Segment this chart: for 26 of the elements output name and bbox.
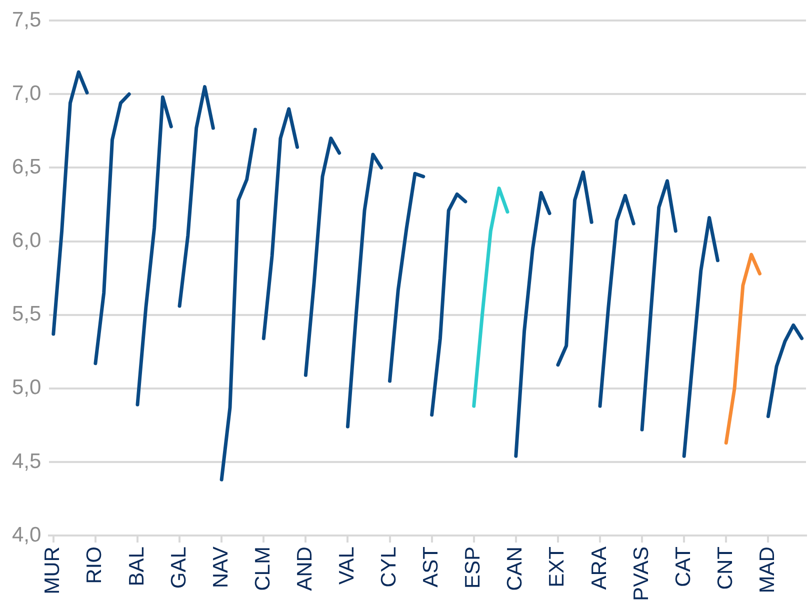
y-tick-label: 7,5 — [12, 8, 42, 32]
x-tick-label: AST — [420, 546, 443, 588]
x-tick-label: MAD — [756, 546, 779, 594]
y-tick-label: 7,0 — [12, 82, 42, 105]
x-tick-label: NAV — [209, 546, 232, 588]
x-tick-label: ARA — [588, 546, 611, 590]
y-tick-label: 6,0 — [12, 229, 42, 252]
y-tick-label: 4,0 — [12, 523, 42, 546]
x-tick-label: GAL — [167, 546, 190, 589]
x-tick-label: AND — [293, 546, 316, 591]
y-tick-label: 5,0 — [12, 376, 42, 400]
x-tick-label: CLM — [251, 546, 274, 591]
x-tick-label: RIO — [83, 546, 106, 584]
x-tick-label: PVAS — [630, 546, 653, 601]
x-tick-label: CNT — [714, 546, 737, 590]
x-tick-label: EXT — [546, 546, 569, 588]
y-tick-label: 4,5 — [12, 450, 42, 473]
x-tick-label: BAL — [125, 546, 148, 586]
y-tick-label: 6,5 — [12, 156, 42, 179]
x-tick-label: CAT — [672, 546, 695, 587]
x-tick-label: ESP — [462, 546, 485, 589]
y-tick-label: 5,5 — [12, 302, 42, 326]
x-tick-label: MUR — [41, 546, 64, 594]
x-tick-label: CYL — [378, 546, 401, 588]
x-tick-label: VAL — [336, 546, 359, 585]
x-tick-label: CAN — [504, 546, 527, 591]
